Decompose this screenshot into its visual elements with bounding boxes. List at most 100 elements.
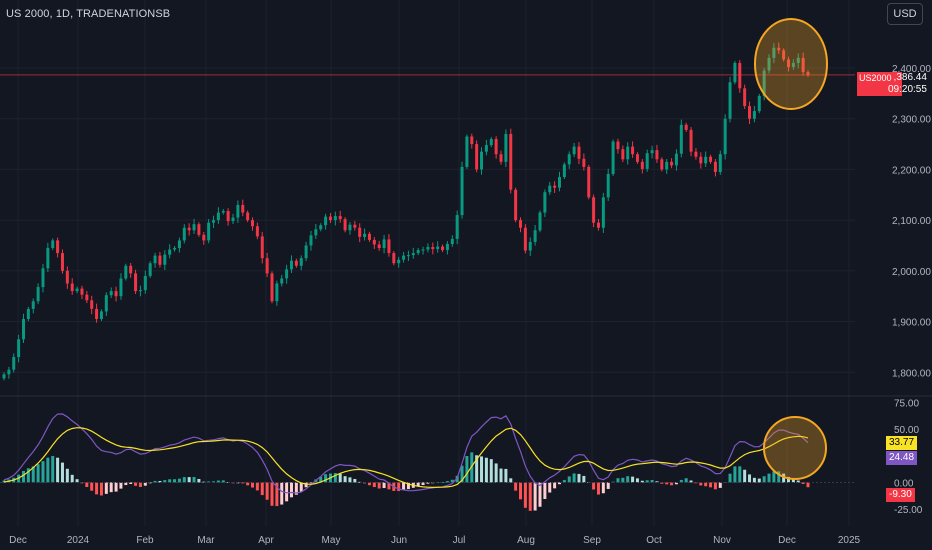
- candle: [684, 124, 688, 130]
- candle: [163, 254, 167, 265]
- macd-line: [3, 413, 809, 494]
- histogram-bar: [397, 482, 401, 492]
- candle: [670, 161, 674, 166]
- candle: [743, 88, 747, 107]
- currency-button[interactable]: USD: [887, 3, 923, 25]
- histogram-bar: [640, 480, 644, 483]
- candle: [460, 166, 464, 216]
- histogram-bar: [275, 482, 279, 507]
- price-highlight-circle: [754, 18, 828, 110]
- histogram-bar: [216, 480, 220, 483]
- candle: [489, 139, 493, 146]
- candle: [109, 291, 113, 296]
- candle: [606, 174, 610, 198]
- histogram-bar: [455, 475, 459, 483]
- histogram-bar: [548, 482, 552, 493]
- candle: [333, 216, 337, 221]
- candle: [17, 339, 21, 358]
- histogram-bar: [738, 466, 742, 483]
- histogram-bar: [75, 479, 79, 483]
- candle: [718, 154, 722, 172]
- candle: [377, 244, 381, 249]
- candle: [782, 50, 786, 60]
- candle: [748, 106, 752, 119]
- time-tick-label: Dec: [9, 535, 27, 546]
- candle: [733, 62, 737, 83]
- candle: [577, 146, 581, 159]
- histogram-bar: [509, 478, 513, 483]
- histogram-bar: [635, 478, 639, 483]
- candle: [582, 158, 586, 167]
- histogram-bar: [562, 480, 566, 483]
- histogram-bar: [241, 482, 245, 484]
- candle: [187, 227, 191, 231]
- histogram-bar: [119, 482, 123, 489]
- candle: [7, 369, 11, 375]
- histogram-bar: [601, 482, 605, 494]
- candle: [553, 185, 557, 188]
- candle: [655, 150, 659, 160]
- candle: [104, 295, 108, 312]
- histogram-bar: [514, 482, 518, 491]
- histogram-bar: [270, 482, 274, 506]
- time-tick-label: Nov: [713, 535, 731, 546]
- histogram-bar: [285, 482, 289, 502]
- candle: [56, 240, 60, 254]
- histogram-bar: [494, 463, 498, 483]
- candle: [772, 47, 776, 58]
- time-tick-label: 2024: [67, 535, 90, 546]
- candle: [90, 300, 94, 309]
- candle: [548, 185, 552, 193]
- histogram-bar: [592, 482, 596, 490]
- candle: [12, 357, 16, 370]
- candle: [674, 153, 678, 166]
- histogram-bar: [421, 482, 425, 486]
- candle: [95, 308, 99, 320]
- histogram-bar: [670, 482, 674, 486]
- candle: [251, 220, 255, 227]
- histogram-bar: [129, 482, 133, 484]
- histogram-bar: [655, 481, 659, 483]
- macd-tick-label: 0.00: [894, 478, 914, 489]
- candle: [221, 211, 225, 213]
- price-tick-label: 2,300.00: [892, 115, 931, 126]
- candle: [665, 161, 669, 170]
- candle: [348, 224, 352, 231]
- histogram-bar: [504, 468, 508, 483]
- candle: [192, 224, 196, 231]
- histogram-bar: [95, 482, 99, 495]
- histogram-bar: [416, 482, 420, 487]
- signal-value-tag: 33.77: [886, 436, 918, 450]
- candle: [455, 215, 459, 239]
- candle: [679, 124, 683, 154]
- histogram-bar: [70, 474, 74, 483]
- histogram-bar: [207, 481, 211, 483]
- histogram-bar: [260, 482, 264, 496]
- macd-tick-label: -25.00: [894, 505, 923, 516]
- histogram-bar: [358, 481, 362, 483]
- histogram-bar: [767, 473, 771, 483]
- macd-highlight-circle: [763, 416, 827, 480]
- candle: [60, 253, 64, 271]
- candle: [421, 249, 425, 251]
- histogram-bar: [265, 482, 269, 500]
- histogram-bar: [748, 474, 752, 483]
- time-axis-labels: Dec 2024 Feb Mar Apr May Jun Jul Aug Sep Oct Nov Dec…: [9, 535, 860, 546]
- time-tick-label: Dec: [778, 535, 796, 546]
- candle: [197, 224, 201, 235]
- candle: [587, 166, 591, 198]
- histogram-bar: [645, 480, 649, 483]
- macd-tick-label: 75.00: [894, 398, 919, 409]
- candle: [445, 243, 449, 251]
- candle: [353, 224, 357, 228]
- time-tick-label: May: [322, 535, 341, 546]
- candle: [436, 246, 440, 250]
- histogram-bar: [572, 473, 576, 483]
- histogram-bar: [372, 482, 376, 488]
- candle: [523, 227, 527, 251]
- histogram-bar: [523, 482, 527, 508]
- candle: [207, 222, 211, 241]
- histogram-bar: [460, 465, 464, 483]
- candle: [738, 62, 742, 89]
- candle: [299, 258, 303, 266]
